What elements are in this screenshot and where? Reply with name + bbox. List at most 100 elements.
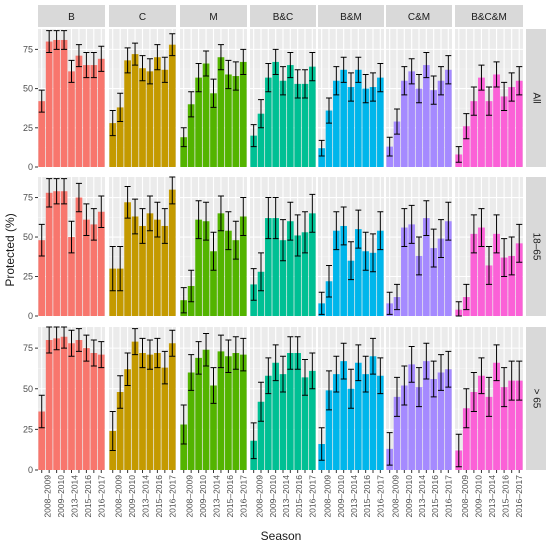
panel-65-bandm: 2008–2009 2009–2010 2013–2014 2015–2016 2016… [318, 327, 385, 518]
bar-m-2011-2012 [202, 349, 210, 470]
error-bar [90, 52, 97, 79]
bar-candm-2012-2013 [415, 88, 423, 167]
bar-b-2011-2012 [60, 191, 68, 316]
bar-m-2013-2014 [217, 57, 225, 167]
error-bar [232, 336, 239, 370]
x-tick-label: 2015–2016 [294, 475, 304, 518]
error-bar [61, 30, 68, 50]
row-strip-18-65 [526, 177, 546, 316]
error-bar [146, 339, 153, 370]
facet-strip-bandcandm [455, 5, 523, 27]
error-bar [333, 211, 340, 251]
panel-65-bandcandm: 2008–2009 2009–2010 2013–2014 2015–2016 2016… [455, 327, 524, 518]
bar-m-2014-2015 [225, 356, 232, 470]
panel-all-bandc [250, 29, 316, 168]
error-bar [210, 231, 217, 271]
facet-label-m: M [209, 12, 217, 23]
error-bar [445, 201, 452, 241]
bar-bandc-2008-2009 [250, 135, 257, 167]
error-bar [240, 337, 247, 372]
bar-b-2015-2016 [90, 353, 98, 470]
bar-candm-2010-2011 [401, 385, 408, 470]
bar-m-2009-2010 [187, 372, 195, 470]
bar-m-2009-2010 [187, 104, 195, 167]
bar-b-2011-2012 [60, 336, 68, 470]
x-tick-label: 2013–2014 [141, 475, 151, 518]
bar-c-2015-2016 [161, 225, 169, 316]
bar-c-2013-2014 [146, 354, 154, 470]
error-bar [161, 208, 168, 244]
bar-bandcandm-2009-2010 [462, 126, 470, 167]
bar-bandcandm-2011-2012 [478, 77, 485, 167]
error-bar [302, 359, 308, 396]
y-tick-label: 25 [23, 424, 33, 434]
bar-bandm-2013-2014 [355, 69, 362, 167]
error-bar [416, 73, 422, 104]
error-bar [109, 110, 116, 137]
error-bar [124, 47, 131, 74]
error-bar [98, 45, 105, 72]
error-bar [68, 220, 75, 254]
bar-candm-2014-2015 [430, 248, 437, 316]
bar-c-2016-2017 [168, 44, 176, 167]
error-bar [154, 201, 161, 238]
error-bar [333, 355, 340, 393]
error-bar [294, 69, 301, 99]
bar-c-2012-2013 [139, 225, 146, 316]
error-bar [438, 66, 444, 96]
bar-bandc-2010-2011 [265, 218, 272, 316]
error-bar [348, 368, 354, 409]
error-bar [83, 334, 90, 362]
error-bar [272, 197, 279, 240]
bar-b-2009-2010 [45, 192, 53, 316]
bar-b-2008-2009 [38, 240, 46, 316]
bar-bandc-2014-2015 [294, 353, 301, 470]
error-bar [53, 178, 60, 205]
x-tick-label: 2009–2010 [473, 475, 483, 518]
bar-candm-2011-2012 [408, 71, 415, 167]
error-bar [445, 350, 452, 388]
error-bar [508, 360, 515, 401]
error-bar [169, 329, 176, 357]
bar-b-2014-2015 [83, 65, 90, 167]
bar-bandc-2015-2016 [301, 83, 309, 167]
panel-18-65-c [109, 176, 176, 317]
facet-strip-candm [386, 5, 452, 27]
error-bar [294, 214, 301, 257]
error-bar [188, 354, 195, 391]
x-tick-label: 2015–2016 [501, 475, 511, 518]
bar-bandm-2015-2016 [369, 87, 377, 167]
error-bar [408, 204, 415, 244]
error-bar [287, 52, 294, 79]
bar-candm-2011-2012 [408, 364, 415, 470]
bar-c-2009-2010 [116, 268, 124, 316]
error-bar [501, 367, 508, 408]
error-bar [83, 52, 90, 79]
panel-65-m: 2008–2009 2009–2010 2013–2014 2015–2016 2016… [180, 327, 248, 518]
y-tick-label: 75 [23, 343, 33, 353]
error-bar [46, 326, 53, 354]
error-bar [386, 291, 393, 315]
error-bar [98, 341, 105, 369]
error-bar [109, 246, 116, 292]
error-bar [340, 56, 347, 83]
bar-c-2009-2010 [116, 392, 124, 470]
y-tick-label: 0 [28, 465, 33, 475]
bar-b-2012-2013 [68, 71, 75, 167]
row-label-all: All [531, 92, 542, 103]
bar-bandcandm-2016-2017 [515, 80, 523, 167]
bar-bandcandm-2011-2012 [478, 375, 485, 470]
bar-m-2010-2011 [195, 77, 202, 167]
bar-bandc-2009-2010 [257, 271, 265, 316]
error-bar [485, 376, 493, 417]
bar-bandm-2010-2011 [333, 374, 340, 470]
panel-18-65-bandcandm [455, 177, 523, 317]
x-tick-label: 2013–2014 [281, 475, 291, 518]
error-bar [124, 352, 131, 386]
bar-c-2011-2012 [131, 54, 139, 167]
bar-m-2011-2012 [202, 221, 210, 316]
error-bar [516, 66, 523, 96]
error-bar [203, 333, 210, 367]
error-bar [340, 206, 347, 246]
error-bar [280, 355, 286, 393]
